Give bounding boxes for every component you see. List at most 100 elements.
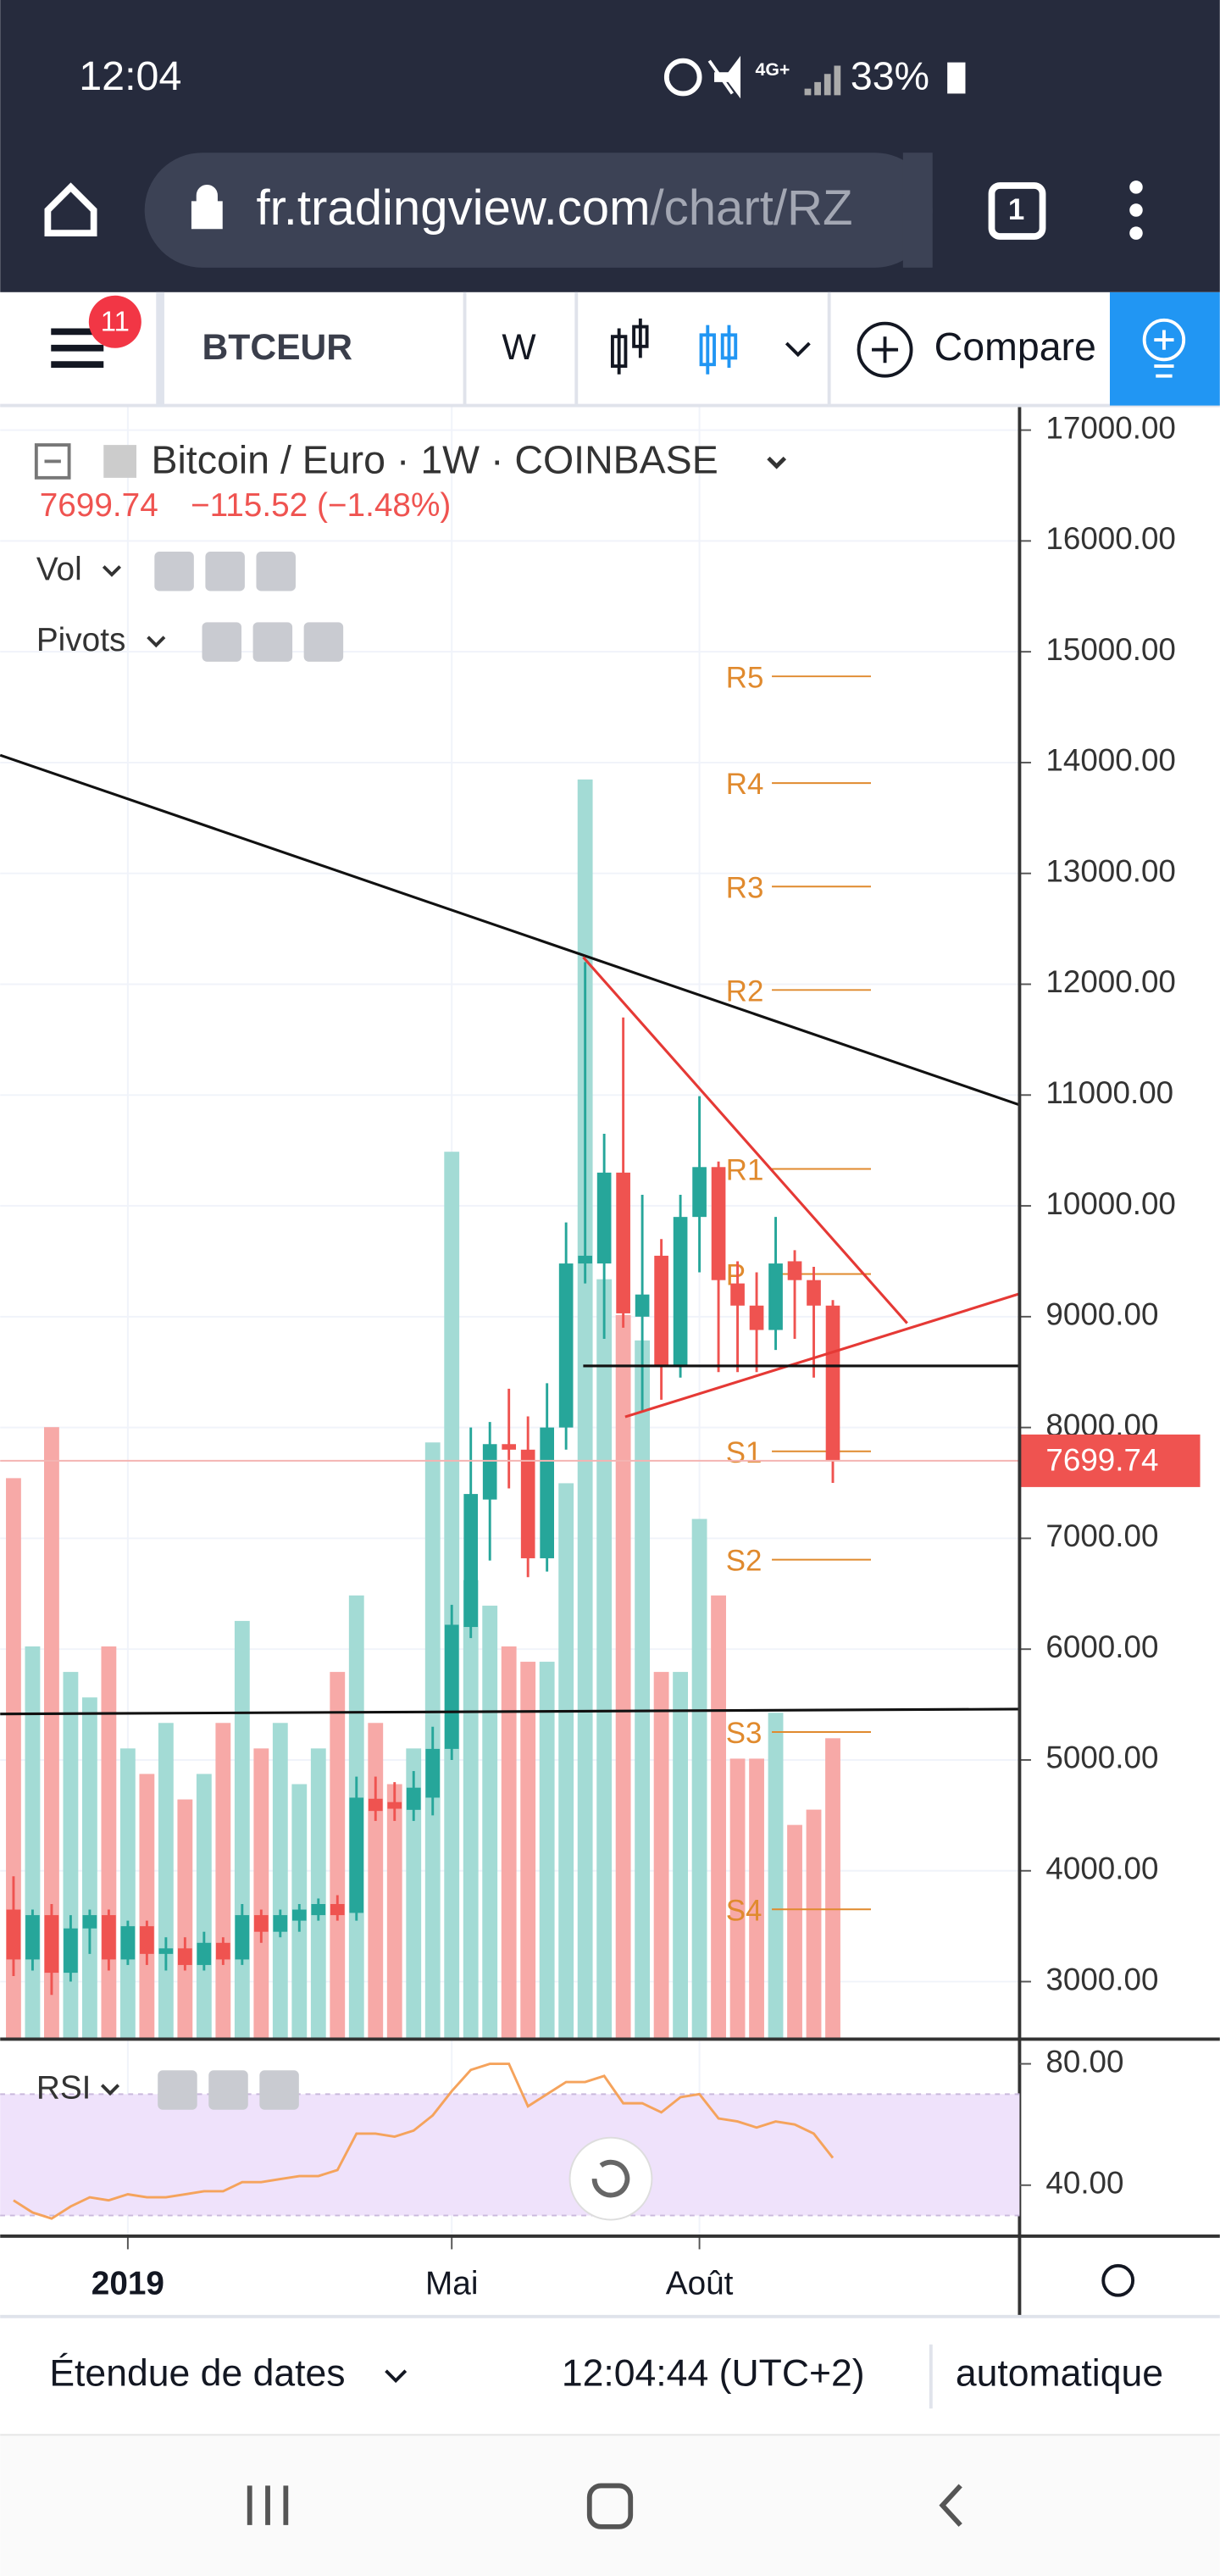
volume-bar (406, 1748, 422, 2040)
url-fade (902, 153, 933, 268)
y-tick-label: 5000.00 (1045, 1740, 1158, 1775)
candle-body (425, 1748, 441, 1798)
x-tick-label: Mai (425, 2265, 478, 2301)
y-tick-label: 9000.00 (1045, 1297, 1158, 1332)
candle-body (635, 1294, 650, 1317)
last-price-tag (1019, 1434, 1201, 1487)
candle-body (64, 1928, 78, 1974)
indicator-controls[interactable] (154, 552, 296, 591)
volume-bar (501, 1646, 517, 2040)
candle-body (349, 1797, 364, 1913)
y-tick-label: 3000.00 (1045, 1962, 1158, 1996)
indicator-chevron[interactable] (147, 636, 166, 648)
volume-bar (596, 1279, 613, 2040)
indicator-name[interactable]: Vol (36, 551, 82, 587)
candle-body (730, 1283, 745, 1306)
candle-body (102, 1915, 116, 1960)
pivot-label: R2 (726, 974, 764, 1008)
compare-plus (872, 336, 899, 364)
indicator-name[interactable]: Pivots (36, 622, 126, 658)
mute-icon (707, 55, 741, 99)
compare[interactable]: Compare (934, 325, 1096, 369)
candle-body (673, 1217, 688, 1367)
y-tick-label: 15000.00 (1045, 632, 1175, 667)
indicator-controls[interactable] (158, 2070, 299, 2110)
reset-button[interactable] (568, 2136, 653, 2221)
volume-bar (444, 1152, 460, 2040)
volume-bar (196, 1774, 212, 2040)
interval[interactable]: W (502, 327, 536, 368)
y-tick-label: 80.00 (1045, 2044, 1123, 2079)
candle-body (158, 1948, 174, 1954)
home-nav[interactable] (586, 2483, 634, 2529)
trendline (582, 956, 908, 1324)
volume-bar (6, 1478, 21, 2040)
candle-body (578, 1255, 592, 1264)
indicator-controls[interactable] (202, 622, 344, 662)
volume-bar (177, 1799, 193, 2040)
candle-body (330, 1903, 345, 1916)
back-nav[interactable] (939, 2484, 962, 2527)
battery-icon (947, 62, 966, 94)
rsi-line (13, 2062, 835, 2220)
battery: 33% (851, 53, 929, 97)
range-chevron[interactable] (385, 2369, 408, 2384)
volume-bar (749, 1758, 764, 2040)
url-bar[interactable] (144, 153, 933, 268)
pivot-label: R4 (726, 768, 764, 801)
volume-bar (653, 1672, 669, 2040)
candle-body (558, 1263, 574, 1428)
volume-bar (234, 1620, 250, 2040)
url[interactable]: fr.tradingview.com/chart/RZ (256, 180, 852, 236)
volume-bar (272, 1723, 288, 2040)
symbol[interactable]: BTCEUR (202, 327, 353, 368)
candle-body (82, 1915, 97, 1929)
volume-bar (81, 1697, 97, 2040)
last-price-header: 7699.74 (40, 487, 158, 524)
title-chevron[interactable] (767, 456, 787, 469)
candle-body (482, 1444, 497, 1500)
home-button[interactable] (44, 182, 97, 237)
footer (0, 2316, 1220, 2434)
x-tick-label: Août (666, 2265, 734, 2301)
candle-body (502, 1444, 517, 1450)
settings-button[interactable] (1101, 2263, 1135, 2297)
y-tick-label: 13000.00 (1045, 853, 1175, 888)
toolbar (0, 291, 1220, 408)
pivot-label: S1 (726, 1436, 762, 1469)
bars-button[interactable] (610, 318, 649, 375)
date-range[interactable]: Étendue de dates (49, 2352, 345, 2394)
menu-button[interactable] (1129, 180, 1143, 240)
chart-type-menu[interactable] (785, 341, 811, 358)
volume-bar (615, 1314, 631, 2040)
candle-body (253, 1915, 269, 1932)
compare-icon[interactable] (857, 321, 913, 378)
scale-mode[interactable]: automatique (956, 2352, 1163, 2394)
clock-utc: 12:04:44 (UTC+2) (562, 2352, 865, 2394)
indicator-name[interactable]: RSI (36, 2070, 92, 2107)
y-tick-label: 7000.00 (1045, 1518, 1158, 1553)
candle-body (787, 1261, 802, 1280)
candle-body (25, 1915, 40, 1960)
volume-bar (482, 1605, 498, 2040)
bulb-icon (1142, 318, 1186, 362)
candle-body (406, 1787, 421, 1810)
volume-bar (729, 1758, 746, 2040)
collapse-button[interactable] (34, 443, 71, 480)
indicator-chevron[interactable] (100, 2084, 120, 2096)
trendline (624, 1292, 1020, 1418)
candle-body (596, 1172, 612, 1264)
price-change: −115.52 (−1.48%) (191, 487, 451, 524)
candles-button[interactable] (699, 325, 738, 375)
divider (156, 291, 164, 408)
volume-bar (119, 1748, 136, 2040)
volume-bar (25, 1646, 41, 2040)
candle-body (807, 1280, 821, 1306)
candle-body (140, 1926, 154, 1954)
tabs-button[interactable] (988, 182, 1046, 240)
indicator-chevron[interactable] (102, 565, 122, 577)
candle-body (120, 1926, 136, 1960)
recent-apps[interactable] (247, 2485, 289, 2525)
chart: 3000.004000.005000.006000.007000.008000.… (0, 407, 1220, 2317)
volume-bar (768, 1713, 784, 2040)
